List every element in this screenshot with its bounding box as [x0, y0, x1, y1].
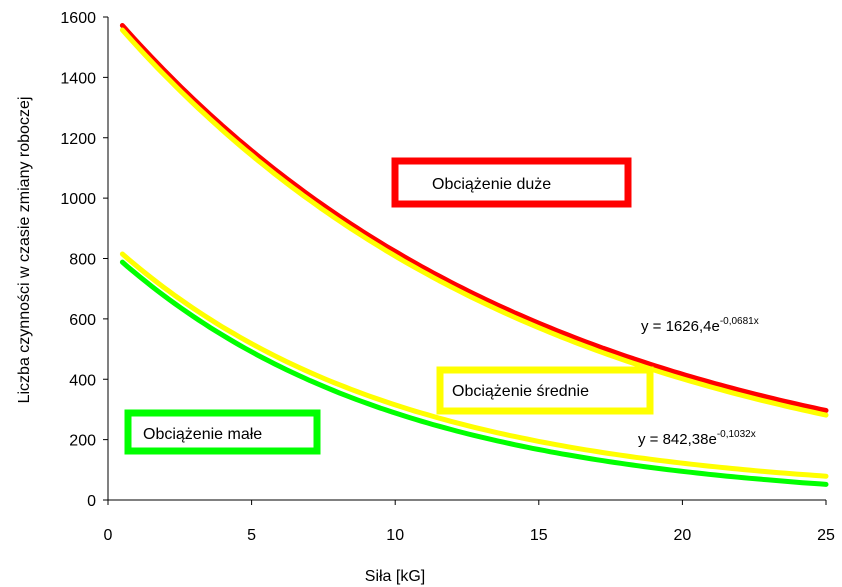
- y-tick-label: 1400: [60, 70, 96, 87]
- y-tick-label: 800: [69, 252, 96, 269]
- trendline-equation-1: y = 1626,4e-0,0681x: [641, 316, 759, 335]
- legend-box-male-label: Obciążenie małe: [143, 426, 262, 443]
- y-axis-title: Liczba czynności w czasie zmiany robocze…: [16, 97, 33, 404]
- series-line-0: [119, 23, 829, 413]
- trendline-equation-1-exponent: -0,0681x: [720, 316, 759, 327]
- legend-box-duze-label: Obciążenie duże: [432, 176, 551, 193]
- x-tick-label: 0: [104, 527, 113, 544]
- legend-box-srednie: Obciążenie średnie: [436, 366, 654, 415]
- legend-box-srednie-frame: [436, 366, 654, 415]
- legend-box-srednie-label: Obciążenie średnie: [452, 383, 589, 400]
- y-tick-label: 0: [87, 493, 96, 510]
- x-tick-label: 20: [674, 527, 692, 544]
- y-tick-label: 1000: [60, 191, 96, 208]
- y-tick-label: 1600: [60, 10, 96, 27]
- trendline-equation-1-base: y = 1626,4e: [641, 318, 720, 335]
- trendline-equation-2: y = 842,38e-0,1032x: [638, 429, 756, 448]
- series-line-2: [119, 251, 829, 479]
- series-line-3: [119, 259, 829, 487]
- x-axis-title: Siła [kG]: [365, 568, 425, 585]
- y-tick-label: 1200: [60, 131, 96, 148]
- legend-box-male: Obciążenie małe: [124, 409, 321, 455]
- ticks-layer: 0 200 400 600 800 1000 1200 1400 1600 0 5 10 15 20 25: [60, 10, 835, 544]
- x-tick-label: 10: [386, 527, 404, 544]
- x-tick-label: 25: [817, 527, 835, 544]
- legend-box-duze-frame: [391, 157, 632, 208]
- x-tick-label: 15: [530, 527, 548, 544]
- legend-box-male-frame: [124, 409, 321, 455]
- series-line-1: [119, 27, 829, 418]
- x-tick-label: 5: [247, 527, 256, 544]
- y-tick-label: 200: [69, 433, 96, 450]
- trendline-equation-2-exponent: -0,1032x: [717, 429, 756, 440]
- series-layer: [119, 23, 829, 487]
- trendline-equation-2-base: y = 842,38e: [638, 431, 717, 448]
- y-tick-label: 400: [69, 372, 96, 389]
- legend-box-duze: Obciążenie duże: [391, 157, 632, 208]
- y-tick-label: 600: [69, 312, 96, 329]
